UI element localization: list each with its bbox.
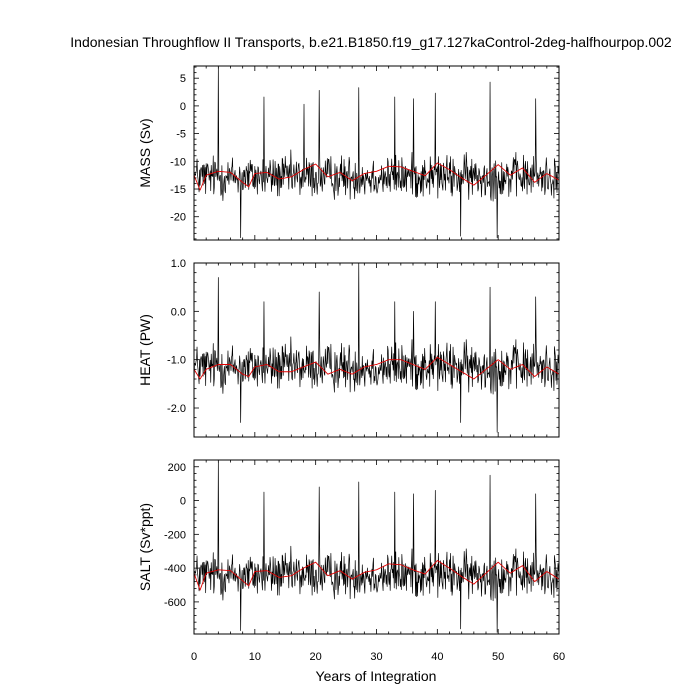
y-tick-label-heat: 0.0 — [171, 306, 186, 318]
y-tick-label-salt: -400 — [164, 563, 186, 575]
x-tick-label: 30 — [370, 651, 382, 663]
y-axis-label-mass: MASS (Sv) — [137, 118, 153, 187]
x-tick-label: 50 — [492, 651, 504, 663]
series-line-smoothed-mass — [194, 162, 559, 191]
y-tick-label-mass: -20 — [170, 212, 186, 224]
series-line-smoothed-heat — [194, 356, 559, 380]
chart-title: Indonesian Throughflow II Transports, b.… — [70, 34, 672, 50]
x-tick-label: 20 — [310, 651, 322, 663]
y-tick-label-heat: 1.0 — [171, 258, 186, 270]
x-tick-label: 0 — [191, 651, 197, 663]
panel-mass: 5 0 -5 -10 -15 -20 MASS (Sv) — [137, 65, 560, 241]
series-line-monthly-heat — [194, 263, 559, 433]
y-tick-label-mass: -15 — [170, 184, 186, 196]
y-tick-label-mass: 0 — [180, 101, 186, 113]
x-axis-tick-labels: 0 10 20 30 40 50 60 — [191, 651, 565, 663]
y-tick-label-salt: -200 — [164, 529, 186, 541]
y-tick-label-mass: 5 — [180, 73, 186, 85]
panel-heat: 1.0 0.0 -1.0 -2.0 HEAT (PW) — [137, 258, 560, 438]
y-tick-label-heat: -2.0 — [167, 403, 186, 415]
series-line-monthly-mass — [194, 66, 559, 239]
x-tick-label: 40 — [431, 651, 443, 663]
x-tick-label: 60 — [553, 651, 565, 663]
x-axis-label: Years of Integration — [316, 668, 437, 684]
y-axis-label-salt: SALT (Sv*ppt) — [137, 503, 153, 591]
y-tick-label-mass: -10 — [170, 156, 186, 168]
y-tick-label-heat: -1.0 — [167, 355, 186, 367]
panel-salt: 200 0 -200 -400 -600 SALT (Sv*ppt) — [137, 459, 560, 635]
y-tick-label-mass: -5 — [176, 129, 186, 141]
x-tick-label: 10 — [249, 651, 261, 663]
y-tick-label-salt: 0 — [180, 496, 186, 508]
series-line-monthly-salt — [194, 461, 559, 633]
y-axis-label-heat: HEAT (PW) — [137, 314, 153, 386]
y-tick-label-salt: -600 — [164, 597, 186, 609]
y-tick-label-salt: 200 — [168, 462, 186, 474]
series-line-smoothed-salt — [194, 560, 559, 591]
